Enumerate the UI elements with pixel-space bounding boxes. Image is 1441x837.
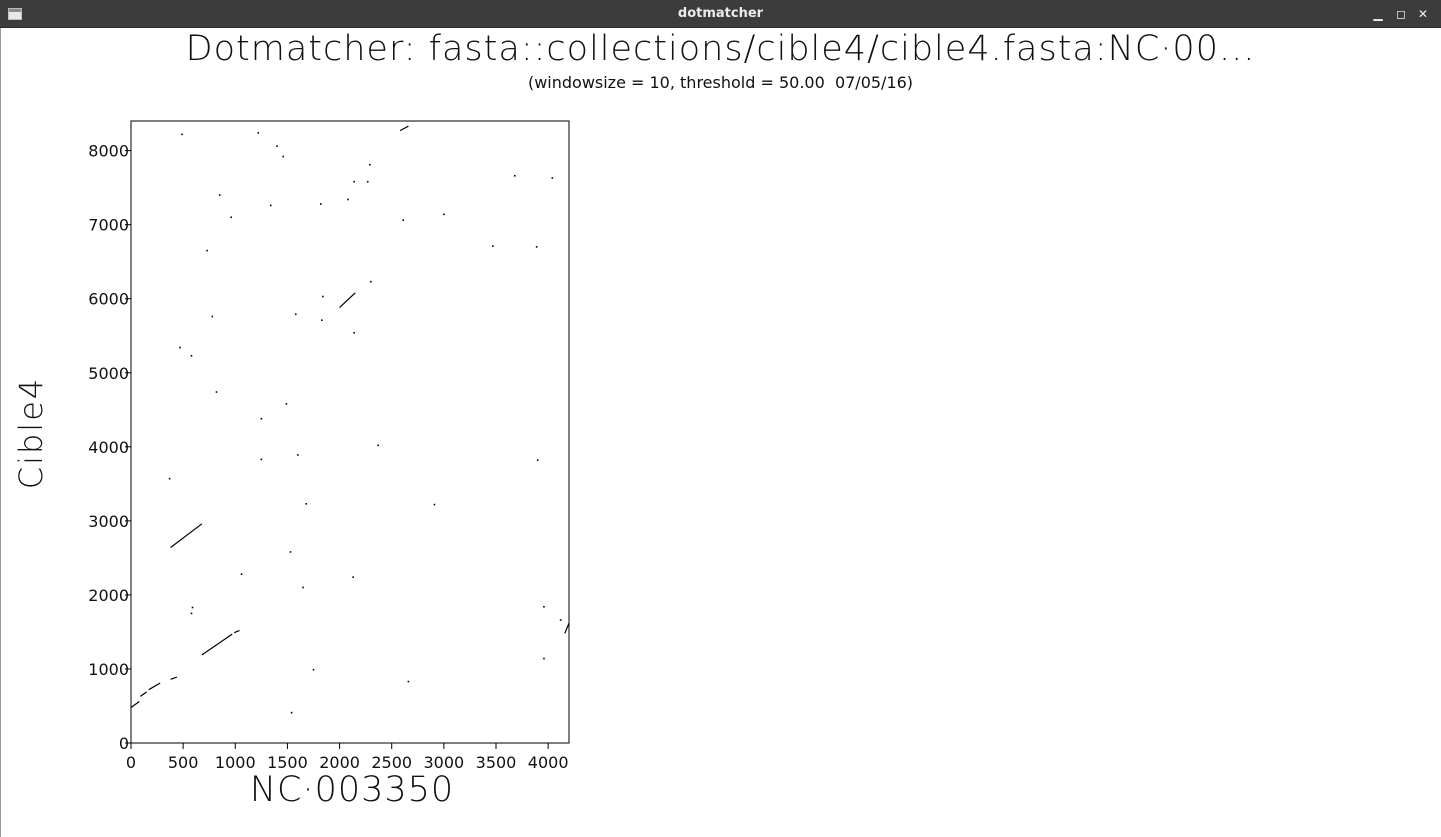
match-dot [492, 245, 494, 247]
match-dot [260, 417, 263, 420]
y-tick-label: 5000 [88, 364, 129, 383]
match-dot [289, 551, 292, 553]
match-dot [312, 668, 315, 671]
match-dot [191, 606, 194, 609]
match-dot [370, 280, 372, 283]
minimize-icon[interactable]: ▁ [1373, 7, 1383, 21]
match-dot [269, 204, 272, 207]
match-dot [230, 216, 232, 219]
match-dot [353, 180, 355, 183]
match-dot [433, 503, 436, 506]
y-tick-label: 0 [119, 734, 129, 753]
y-tick-label: 7000 [88, 216, 129, 235]
match-dot [353, 331, 355, 334]
x-tick-label: 3500 [476, 753, 517, 772]
match-dot [402, 219, 404, 222]
match-segment [201, 633, 233, 656]
x-axis-label: NC·003350 [249, 770, 455, 810]
match-dot [276, 145, 278, 147]
y-tick-label: 1000 [88, 660, 129, 679]
match-dot [282, 155, 285, 158]
match-dot [206, 249, 208, 252]
match-segment [148, 682, 161, 691]
y-tick-label: 2000 [88, 586, 129, 605]
match-dot [322, 295, 324, 298]
match-dot [181, 133, 183, 136]
match-dot [190, 354, 193, 357]
match-dot [260, 458, 263, 461]
match-dot [285, 403, 288, 405]
match-dot [211, 315, 214, 318]
match-dot [443, 213, 445, 216]
match-dot [543, 657, 545, 660]
y-tick-label: 4000 [88, 438, 129, 457]
match-dot [305, 503, 307, 505]
match-dot [536, 459, 539, 461]
match-dot [543, 605, 545, 608]
match-dot [302, 586, 304, 589]
match-segment [170, 523, 203, 548]
match-segment [234, 629, 240, 634]
match-dot [369, 163, 371, 166]
plot-canvas [0, 28, 1441, 837]
plot-frame [130, 120, 570, 744]
chart-subtitle: (windowsize = 10, threshold = 50.00 07/0… [527, 73, 914, 92]
match-segment [140, 691, 147, 697]
match-dot [321, 319, 323, 321]
match-dot [240, 573, 243, 575]
x-tick-label: 4000 [528, 753, 569, 772]
y-tick-label: 3000 [88, 512, 129, 531]
match-dot [366, 180, 369, 183]
match-dot [407, 680, 410, 683]
match-dot [297, 454, 299, 456]
x-tick-label: 500 [168, 753, 199, 772]
match-dot [168, 477, 171, 480]
y-tick-label: 6000 [88, 290, 129, 309]
match-dot [513, 174, 516, 177]
x-tick-label: 0 [126, 753, 136, 772]
match-dot [377, 444, 379, 447]
window-titlebar[interactable]: dotmatcher ▁ ◻ ✕ [0, 0, 1441, 28]
match-segment [339, 292, 356, 309]
window-title: dotmatcher [677, 6, 764, 21]
match-dot [190, 612, 193, 615]
x-tick-label: 2000 [319, 753, 360, 772]
match-dot [352, 576, 354, 578]
match-segment [130, 701, 140, 708]
match-segment [564, 622, 570, 634]
match-dot [257, 132, 260, 134]
match-segment [170, 676, 178, 680]
app-window-icon[interactable] [8, 8, 22, 20]
x-tick-label: 1500 [267, 753, 308, 772]
match-dot [559, 619, 562, 621]
match-dot [290, 711, 293, 714]
close-icon[interactable]: ✕ [1417, 7, 1429, 21]
match-dot [294, 313, 297, 316]
y-tick-label: 8000 [88, 142, 129, 161]
match-dot [551, 177, 554, 179]
x-tick-label: 1000 [215, 753, 256, 772]
chart-title: Dotmatcher: fasta::collections/cible4/ci… [185, 29, 1256, 69]
maximize-icon[interactable]: ◻ [1396, 7, 1406, 21]
match-dot [347, 198, 349, 201]
match-segment [399, 125, 409, 132]
match-dot [215, 391, 218, 393]
match-dot [179, 346, 181, 349]
match-dot [218, 194, 221, 196]
x-tick-label: 3000 [423, 753, 464, 772]
match-dot [320, 203, 322, 205]
match-dot [535, 246, 538, 248]
x-tick-label: 2500 [371, 753, 412, 772]
